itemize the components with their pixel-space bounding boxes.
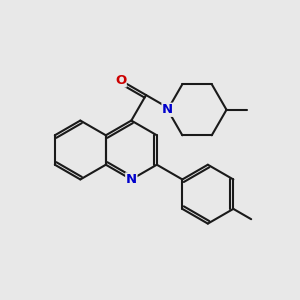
Text: N: N (126, 173, 137, 186)
Text: N: N (162, 103, 173, 116)
Text: O: O (115, 74, 126, 87)
